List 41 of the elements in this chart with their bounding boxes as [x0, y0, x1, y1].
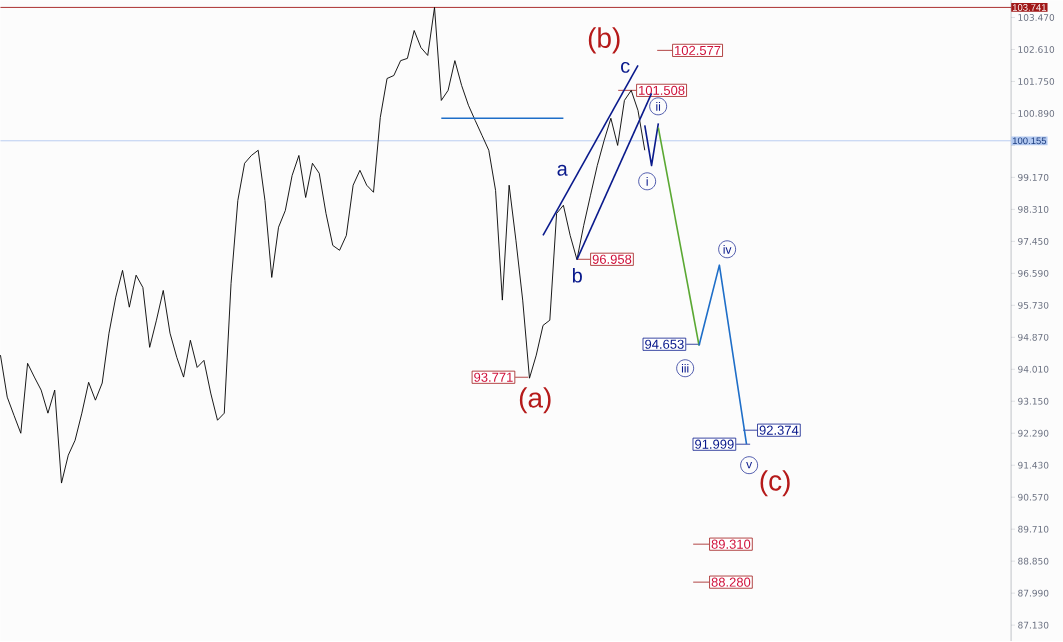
annotation: 89.310 — [711, 539, 751, 549]
y-tick-label: 94.870 — [1018, 334, 1049, 341]
annotation: (b) — [588, 27, 620, 54]
y-tick-label: 95.730 — [1018, 302, 1049, 309]
annotation: v — [746, 462, 753, 469]
y-tick-label: 92.290 — [1018, 430, 1049, 437]
annotation: a — [557, 165, 568, 177]
y-tick-label: 90.570 — [1018, 494, 1049, 501]
y-tick-label: 99.170 — [1018, 174, 1049, 182]
ref-line-label: 100.155 — [1012, 137, 1047, 145]
annotation: 88.280 — [711, 577, 751, 587]
ref-line-label: 103.741 — [1012, 4, 1047, 12]
y-tick-label: 100.890 — [1018, 110, 1055, 118]
y-tick-label: 101.750 — [1018, 78, 1055, 86]
y-tick-label: 88.850 — [1018, 557, 1049, 565]
y-tick-label: 97.450 — [1018, 238, 1049, 245]
annotation: 101.508 — [639, 85, 685, 96]
annotation: b — [572, 268, 582, 283]
y-tick-label: 103.470 — [1018, 14, 1055, 22]
annotation: 102.577 — [675, 46, 721, 56]
annotation: iv — [723, 245, 732, 254]
annotation: 91.999 — [695, 439, 734, 450]
annotation: i — [646, 177, 648, 186]
annotation: iii — [681, 364, 689, 373]
y-tick-label: 98.310 — [1018, 206, 1049, 214]
y-tick-label: 93.150 — [1018, 398, 1049, 405]
annotation: (c) — [760, 470, 790, 497]
annotation: ii — [656, 102, 661, 111]
y-tick-label: 89.710 — [1018, 526, 1049, 533]
annotation: 96.958 — [592, 254, 632, 265]
y-tick-label: 94.010 — [1018, 366, 1049, 373]
y-tick-label: 87.990 — [1018, 589, 1049, 597]
annotation: 93.771 — [474, 372, 513, 383]
annotation: 92.374 — [759, 425, 799, 436]
y-tick-label: 91.430 — [1018, 462, 1049, 469]
y-tick-label: 102.610 — [1018, 46, 1055, 54]
annotation: 94.653 — [645, 339, 684, 350]
y-tick-label: 87.130 — [1018, 621, 1049, 629]
y-tick-label: 96.590 — [1018, 270, 1049, 277]
annotation: (a) — [519, 387, 551, 414]
annotation: c — [621, 62, 630, 74]
